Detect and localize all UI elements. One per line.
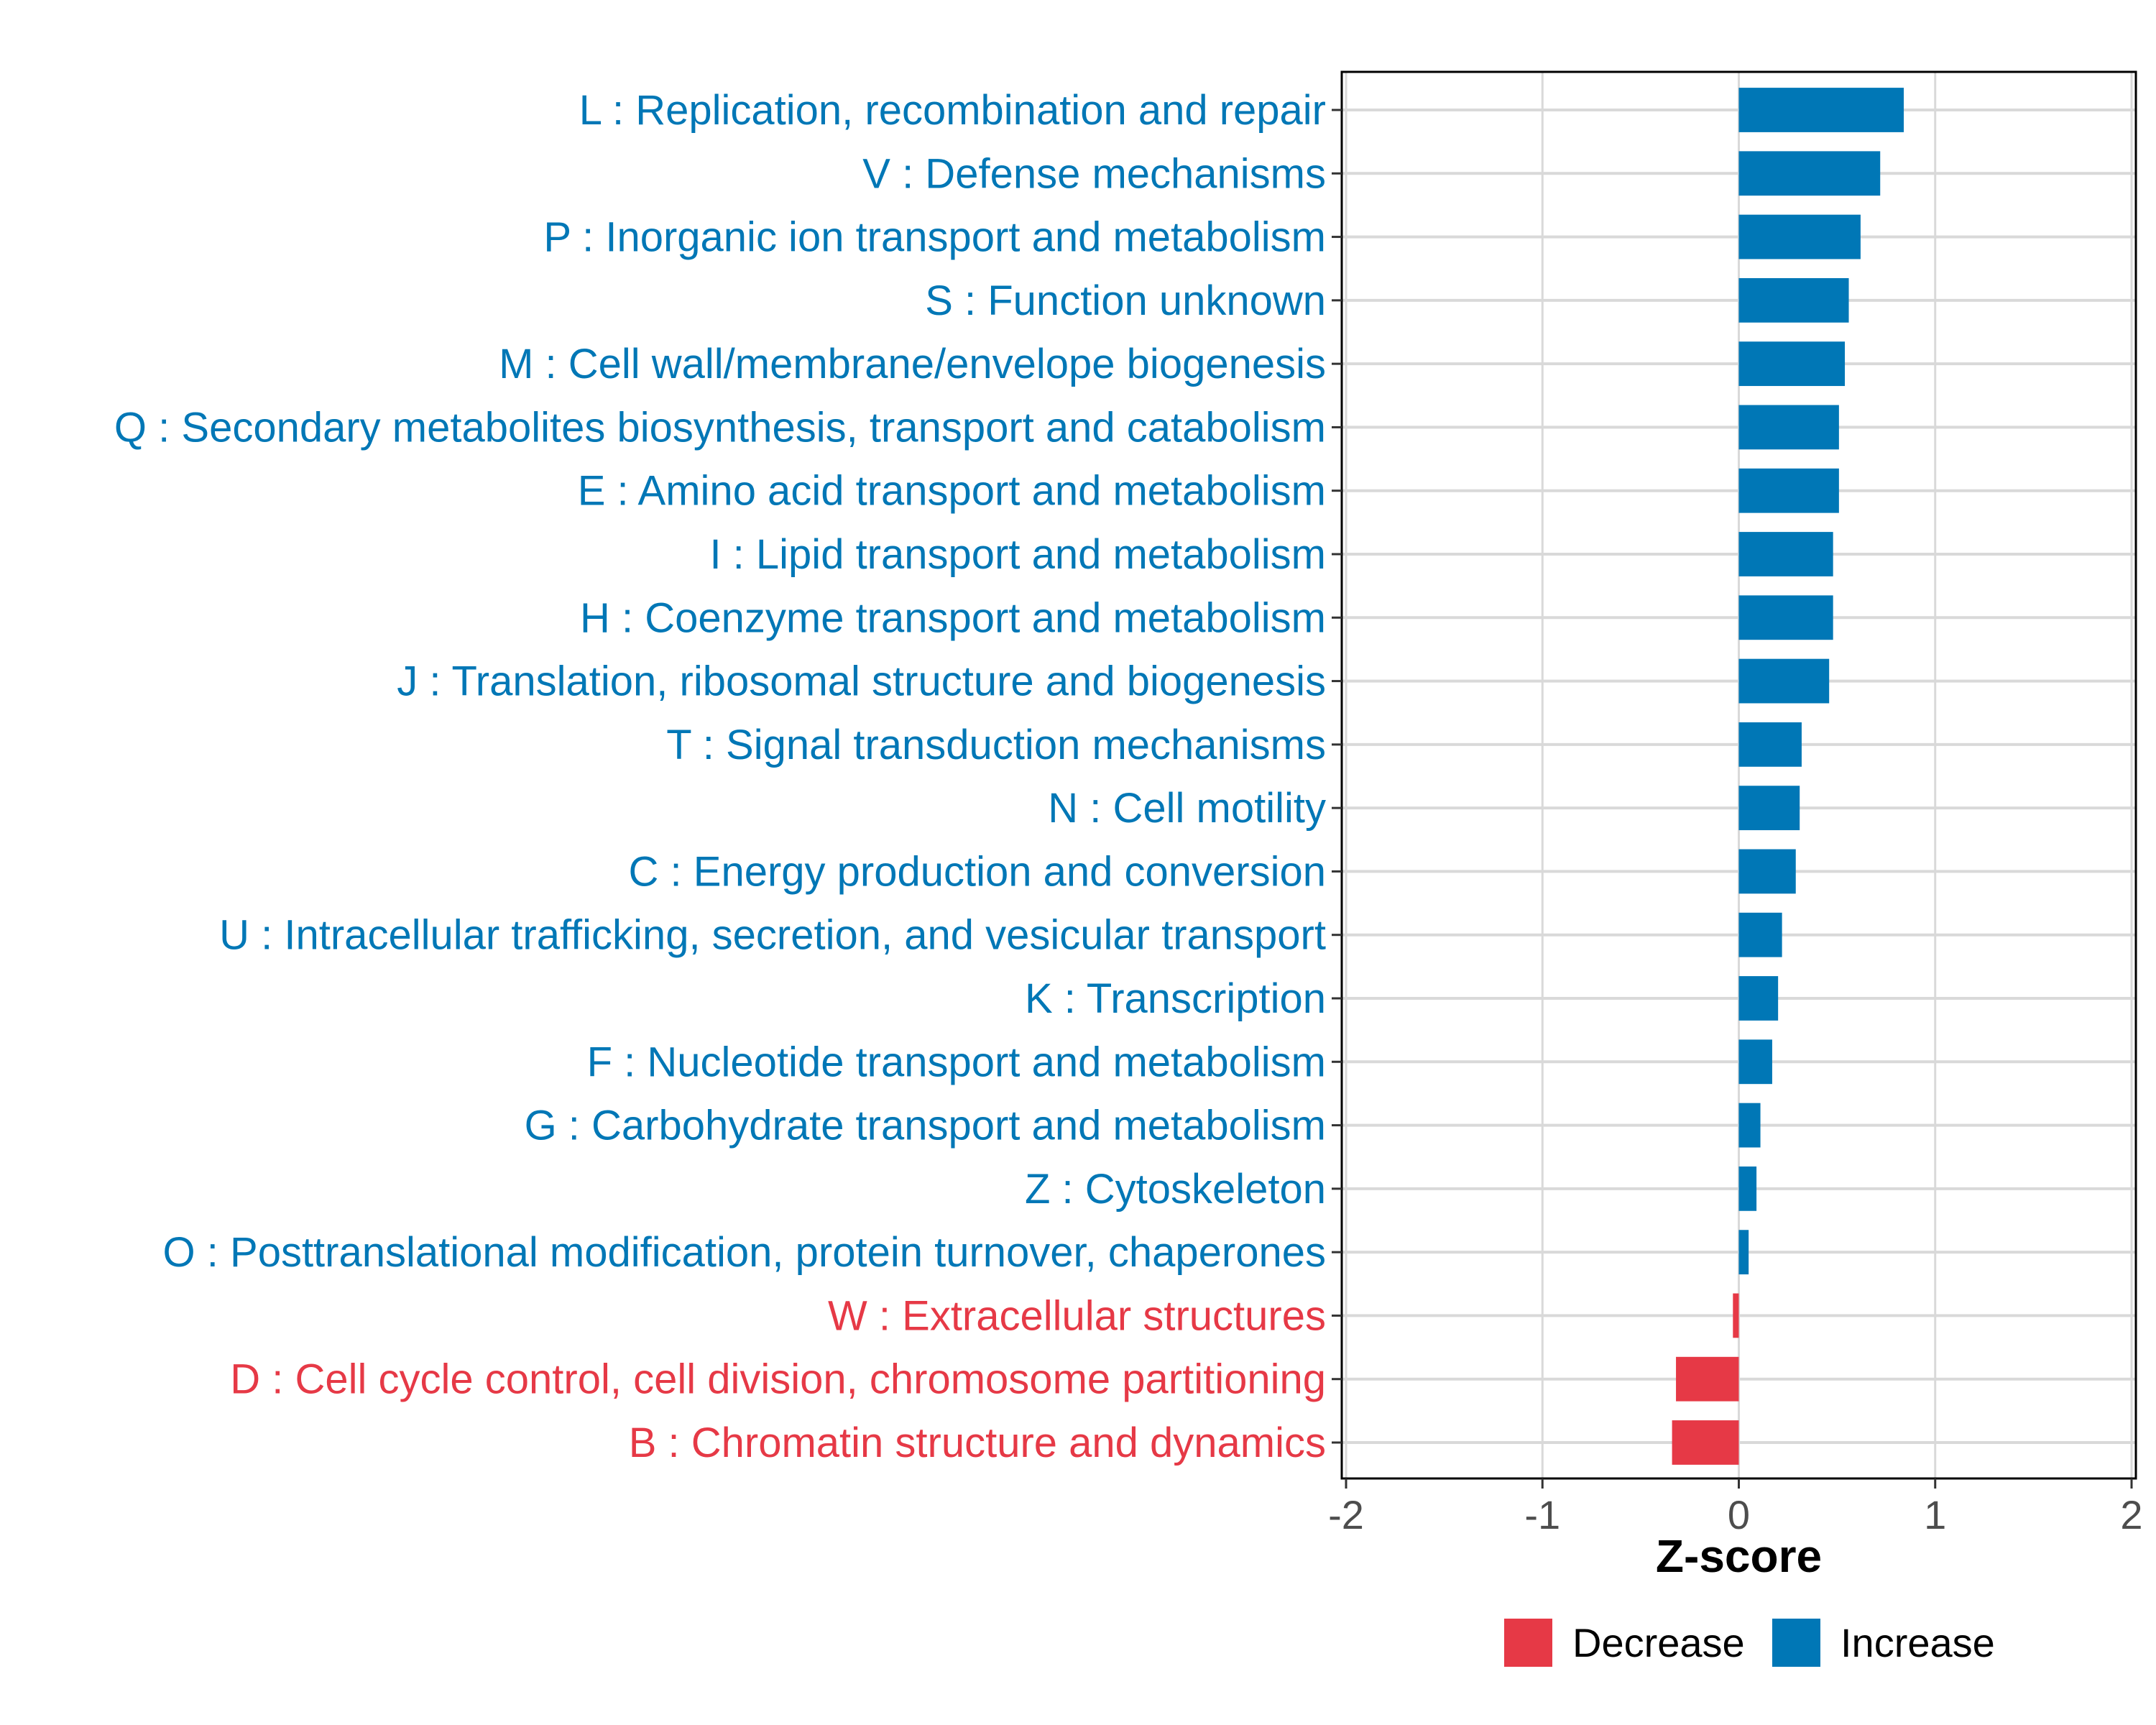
bar-decrease	[1733, 1293, 1739, 1338]
category-label: C : Energy production and conversion	[629, 848, 1326, 895]
category-label: P : Inorganic ion transport and metaboli…	[543, 214, 1326, 261]
category-label: J : Translation, ribosomal structure and…	[397, 658, 1326, 705]
category-label: W : Extracellular structures	[828, 1292, 1326, 1339]
bar-increase	[1738, 912, 1782, 957]
bar-increase	[1738, 658, 1830, 704]
x-tick-label: 2	[2120, 1492, 2142, 1537]
category-label: I : Lipid transport and metabolism	[709, 531, 1326, 578]
category-label: U : Intracellular trafficking, secretion…	[219, 912, 1326, 959]
category-label: S : Function unknown	[925, 277, 1326, 324]
category-label: H : Coenzyme transport and metabolism	[580, 594, 1326, 641]
category-label: V : Defense mechanisms	[862, 150, 1326, 197]
bar-increase	[1738, 468, 1839, 513]
x-tick-label: 1	[1924, 1492, 1946, 1537]
category-label: B : Chromatin structure and dynamics	[629, 1420, 1326, 1466]
category-label: L : Replication, recombination and repai…	[579, 87, 1326, 134]
bar-increase	[1738, 849, 1796, 894]
x-axis-title: Z-score	[1656, 1530, 1822, 1582]
legend: Decrease Increase	[1504, 1619, 1995, 1667]
legend-label-decrease: Decrease	[1572, 1620, 1745, 1665]
category-label: T : Signal transduction mechanisms	[666, 722, 1326, 768]
category-label: D : Cell cycle control, cell division, c…	[230, 1356, 1326, 1403]
category-label: G : Carbohydrate transport and metabolis…	[525, 1103, 1326, 1149]
bar-increase	[1738, 151, 1881, 196]
legend-swatch-increase	[1772, 1619, 1820, 1667]
bar-increase	[1738, 88, 1904, 132]
bar-decrease	[1676, 1356, 1739, 1402]
bar-increase	[1738, 341, 1846, 387]
bar-decrease	[1672, 1420, 1739, 1465]
bar-increase	[1738, 722, 1802, 767]
category-label: Z : Cytoskeleton	[1025, 1166, 1326, 1213]
x-axis-ticks: -2 -1 0 1 2	[1328, 1478, 2143, 1537]
category-label: E : Amino acid transport and metabolism	[578, 468, 1326, 515]
category-labels: L : Replication, recombination and repai…	[114, 87, 1342, 1466]
category-label: N : Cell motility	[1048, 785, 1326, 832]
bar-increase	[1738, 786, 1800, 831]
bar-increase	[1738, 214, 1861, 259]
category-label: M : Cell wall/membrane/envelope biogenes…	[499, 341, 1326, 387]
category-label: F : Nucleotide transport and metabolism	[587, 1039, 1326, 1085]
legend-swatch-decrease	[1504, 1619, 1552, 1667]
category-label: O : Posttranslational modification, prot…	[163, 1229, 1326, 1276]
bar-increase	[1738, 405, 1839, 450]
bar-increase	[1738, 532, 1833, 576]
bar-increase	[1738, 595, 1833, 640]
bar-increase	[1738, 1166, 1757, 1211]
bar-increase	[1738, 976, 1779, 1021]
bar-increase	[1738, 1230, 1749, 1275]
category-label: Q : Secondary metabolites biosynthesis, …	[114, 404, 1326, 451]
x-tick-label: 0	[1728, 1492, 1750, 1537]
bars	[1672, 88, 1904, 1465]
bar-increase	[1738, 277, 1849, 323]
category-label: K : Transcription	[1025, 975, 1326, 1022]
legend-label-increase: Increase	[1841, 1620, 1995, 1665]
bar-increase	[1738, 1039, 1772, 1085]
x-tick-label: -1	[1524, 1492, 1560, 1537]
bar-increase	[1738, 1103, 1761, 1148]
x-tick-label: -2	[1328, 1492, 1364, 1537]
